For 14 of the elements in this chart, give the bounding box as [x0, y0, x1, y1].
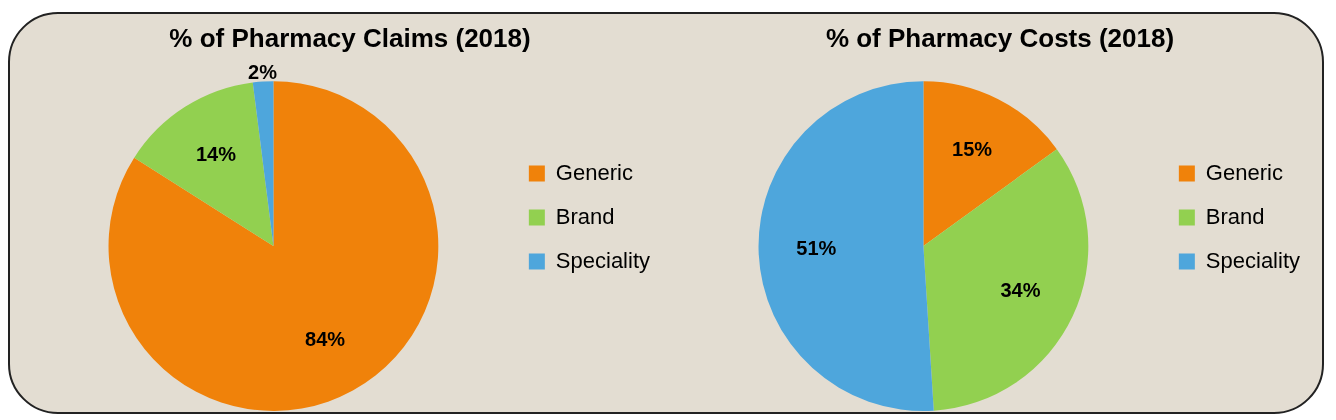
data-label: 2%: [248, 61, 278, 84]
legend-label: Generic: [1205, 159, 1283, 185]
data-label: 51%: [796, 236, 837, 259]
data-label: 15%: [952, 138, 993, 161]
data-label: 14%: [195, 143, 237, 166]
legend-label: Generic: [555, 159, 633, 185]
legend-label: Brand: [1205, 203, 1265, 229]
chart-title: % of Pharmacy Claims (2018): [169, 22, 531, 53]
chart-title: % of Pharmacy Costs (2018): [825, 22, 1175, 53]
data-label: 84%: [305, 327, 346, 350]
data-label: 34%: [1000, 279, 1041, 302]
legend-label: Speciality: [1205, 247, 1300, 273]
legend-label: Speciality: [555, 247, 650, 273]
legend-label: Brand: [555, 203, 615, 229]
